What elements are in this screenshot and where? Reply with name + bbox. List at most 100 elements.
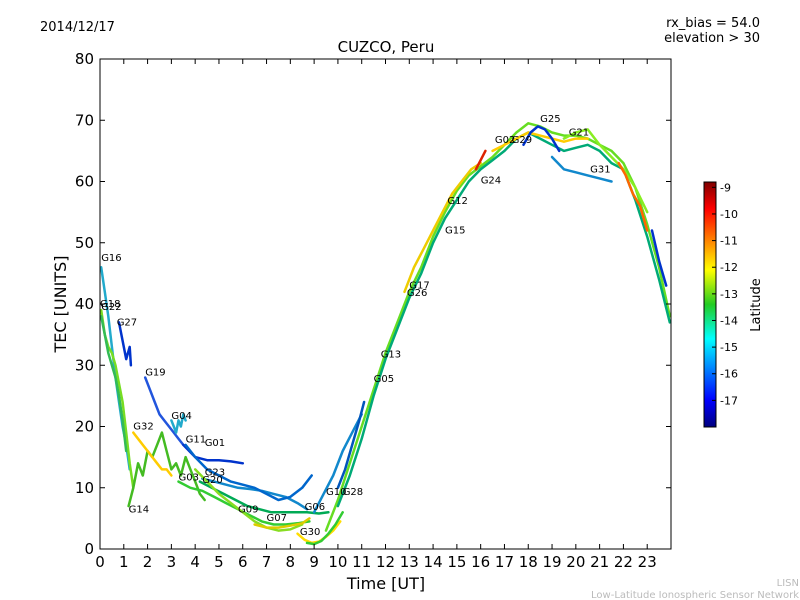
satellite-label-g18: G18 <box>100 299 120 310</box>
satellite-label-g27: G27 <box>117 317 137 328</box>
x-tick-label: 6 <box>238 553 248 571</box>
satellite-label-g14: G14 <box>129 504 149 515</box>
satellite-label-g15: G15 <box>445 226 465 237</box>
satellite-label-g05: G05 <box>374 374 394 385</box>
y-tick-label: 50 <box>75 234 94 252</box>
y-tick-label: 40 <box>75 295 94 313</box>
satellite-label-g03: G03 <box>179 472 199 483</box>
x-tick-label: 23 <box>638 553 657 571</box>
chart-title: CUZCO, Peru <box>338 38 435 56</box>
series-g27 <box>117 321 133 367</box>
satellite-label-g04: G04 <box>171 411 191 422</box>
y-tick-label: 0 <box>84 540 94 558</box>
series-g22 <box>99 315 128 453</box>
x-tick-label: 4 <box>190 553 200 571</box>
y-tick-label: 70 <box>75 111 94 129</box>
series-main-b <box>336 131 672 508</box>
series-g06 <box>305 511 344 546</box>
satellite-label-g17: G17 <box>409 281 429 292</box>
elevation-label: elevation > 30 <box>664 31 760 46</box>
satellite-label-g02: G02 <box>495 135 515 146</box>
satellite-label-g24: G24 <box>481 175 501 186</box>
series-tail-a <box>617 161 649 232</box>
x-tick-label: 5 <box>214 553 224 571</box>
series-g20 <box>198 480 330 515</box>
colorbar-tick-label: -15 <box>720 341 738 354</box>
colorbar-tick-label: -9 <box>720 181 731 194</box>
y-tick-label: 10 <box>75 479 94 497</box>
x-axis: 0 1 2 3 4 5 6 7 8 9 10 11 12 13 14 15 16 17 18 19 20 21 22 23 <box>95 59 657 571</box>
series-g04 <box>170 413 187 434</box>
x-tick-label: 1 <box>119 553 129 571</box>
series-g07 <box>253 517 311 529</box>
credit-lisn: LISN <box>777 578 799 589</box>
satellite-label-g32: G32 <box>133 422 153 433</box>
colorbar <box>703 181 717 428</box>
satellite-label-g13: G13 <box>381 349 401 360</box>
series-main-a <box>324 122 672 532</box>
series-g21 <box>562 128 649 214</box>
series-g19 <box>143 376 185 447</box>
x-tick-label: 16 <box>471 553 490 571</box>
satellite-label-g31: G31 <box>590 164 610 175</box>
satellite-label-g01: G01 <box>205 438 225 449</box>
x-tick-label: 20 <box>566 553 585 571</box>
satellite-label-g29: G29 <box>512 135 532 146</box>
x-tick-label: 13 <box>400 553 419 571</box>
satellite-label-g23: G23 <box>205 468 225 479</box>
satellite-label-g11: G11 <box>186 434 206 445</box>
satellite-label-g19: G19 <box>145 368 165 379</box>
satellite-label-g25: G25 <box>540 114 560 125</box>
x-tick-label: 17 <box>495 553 514 571</box>
x-tick-label: 18 <box>519 553 538 571</box>
x-tick-label: 15 <box>447 553 466 571</box>
credit-network: Low-Latitude Ionospheric Sensor Network <box>591 590 799 600</box>
y-tick-label: 20 <box>75 418 94 436</box>
colorbar-label: Latitude <box>749 278 764 332</box>
satellite-label-g09: G09 <box>238 504 258 515</box>
rx-bias-label: rx_bias = 54.0 <box>666 16 760 31</box>
series-tail-b <box>650 229 668 287</box>
series-g10 <box>312 413 363 514</box>
satellite-label-g10: G10 <box>326 487 346 498</box>
x-tick-label: 10 <box>328 553 347 571</box>
series-g28 <box>336 400 366 490</box>
satellite-label-g22: G22 <box>101 302 121 313</box>
series-g24 <box>474 149 487 171</box>
series-g23 <box>201 477 309 511</box>
x-tick-label: 11 <box>352 553 371 571</box>
series-layer <box>99 122 672 546</box>
x-tick-label: 2 <box>143 553 153 571</box>
series-g32 <box>132 431 173 477</box>
colorbar-ticks: -9 -10 -11 -12 -13 -14 -15 -16 -17 <box>712 181 738 407</box>
satellite-label-g21: G21 <box>569 128 589 139</box>
satellite-label-g12: G12 <box>447 196 467 207</box>
series-g09 <box>193 468 304 532</box>
series-g11 <box>184 443 313 502</box>
satellite-label-g30: G30 <box>300 527 320 538</box>
x-axis-label: Time [UT] <box>346 574 425 593</box>
plot-area <box>100 59 671 549</box>
series-g25 <box>522 125 561 153</box>
y-axis: 0 10 20 30 40 50 60 70 80 <box>75 50 671 558</box>
colorbar-tick-label: -16 <box>720 368 738 381</box>
y-tick-label: 80 <box>75 50 94 68</box>
x-tick-label: 3 <box>167 553 177 571</box>
satellite-label-g20: G20 <box>202 475 222 486</box>
x-tick-label: 22 <box>614 553 633 571</box>
y-tick-label: 60 <box>75 173 94 191</box>
y-tick-label: 30 <box>75 356 94 374</box>
x-tick-label: 19 <box>542 553 561 571</box>
colorbar-tick-label: -11 <box>720 235 738 248</box>
date-label: 2014/12/17 <box>40 20 115 35</box>
satellite-label-g07: G07 <box>267 513 287 524</box>
series-g31 <box>550 155 613 183</box>
x-tick-label: 8 <box>286 553 296 571</box>
x-tick-label: 12 <box>376 553 395 571</box>
x-tick-label: 14 <box>424 553 443 571</box>
satellite-label-g06: G06 <box>305 502 325 513</box>
series-g14 <box>127 431 206 508</box>
satellite-label-g28: G28 <box>343 487 363 498</box>
